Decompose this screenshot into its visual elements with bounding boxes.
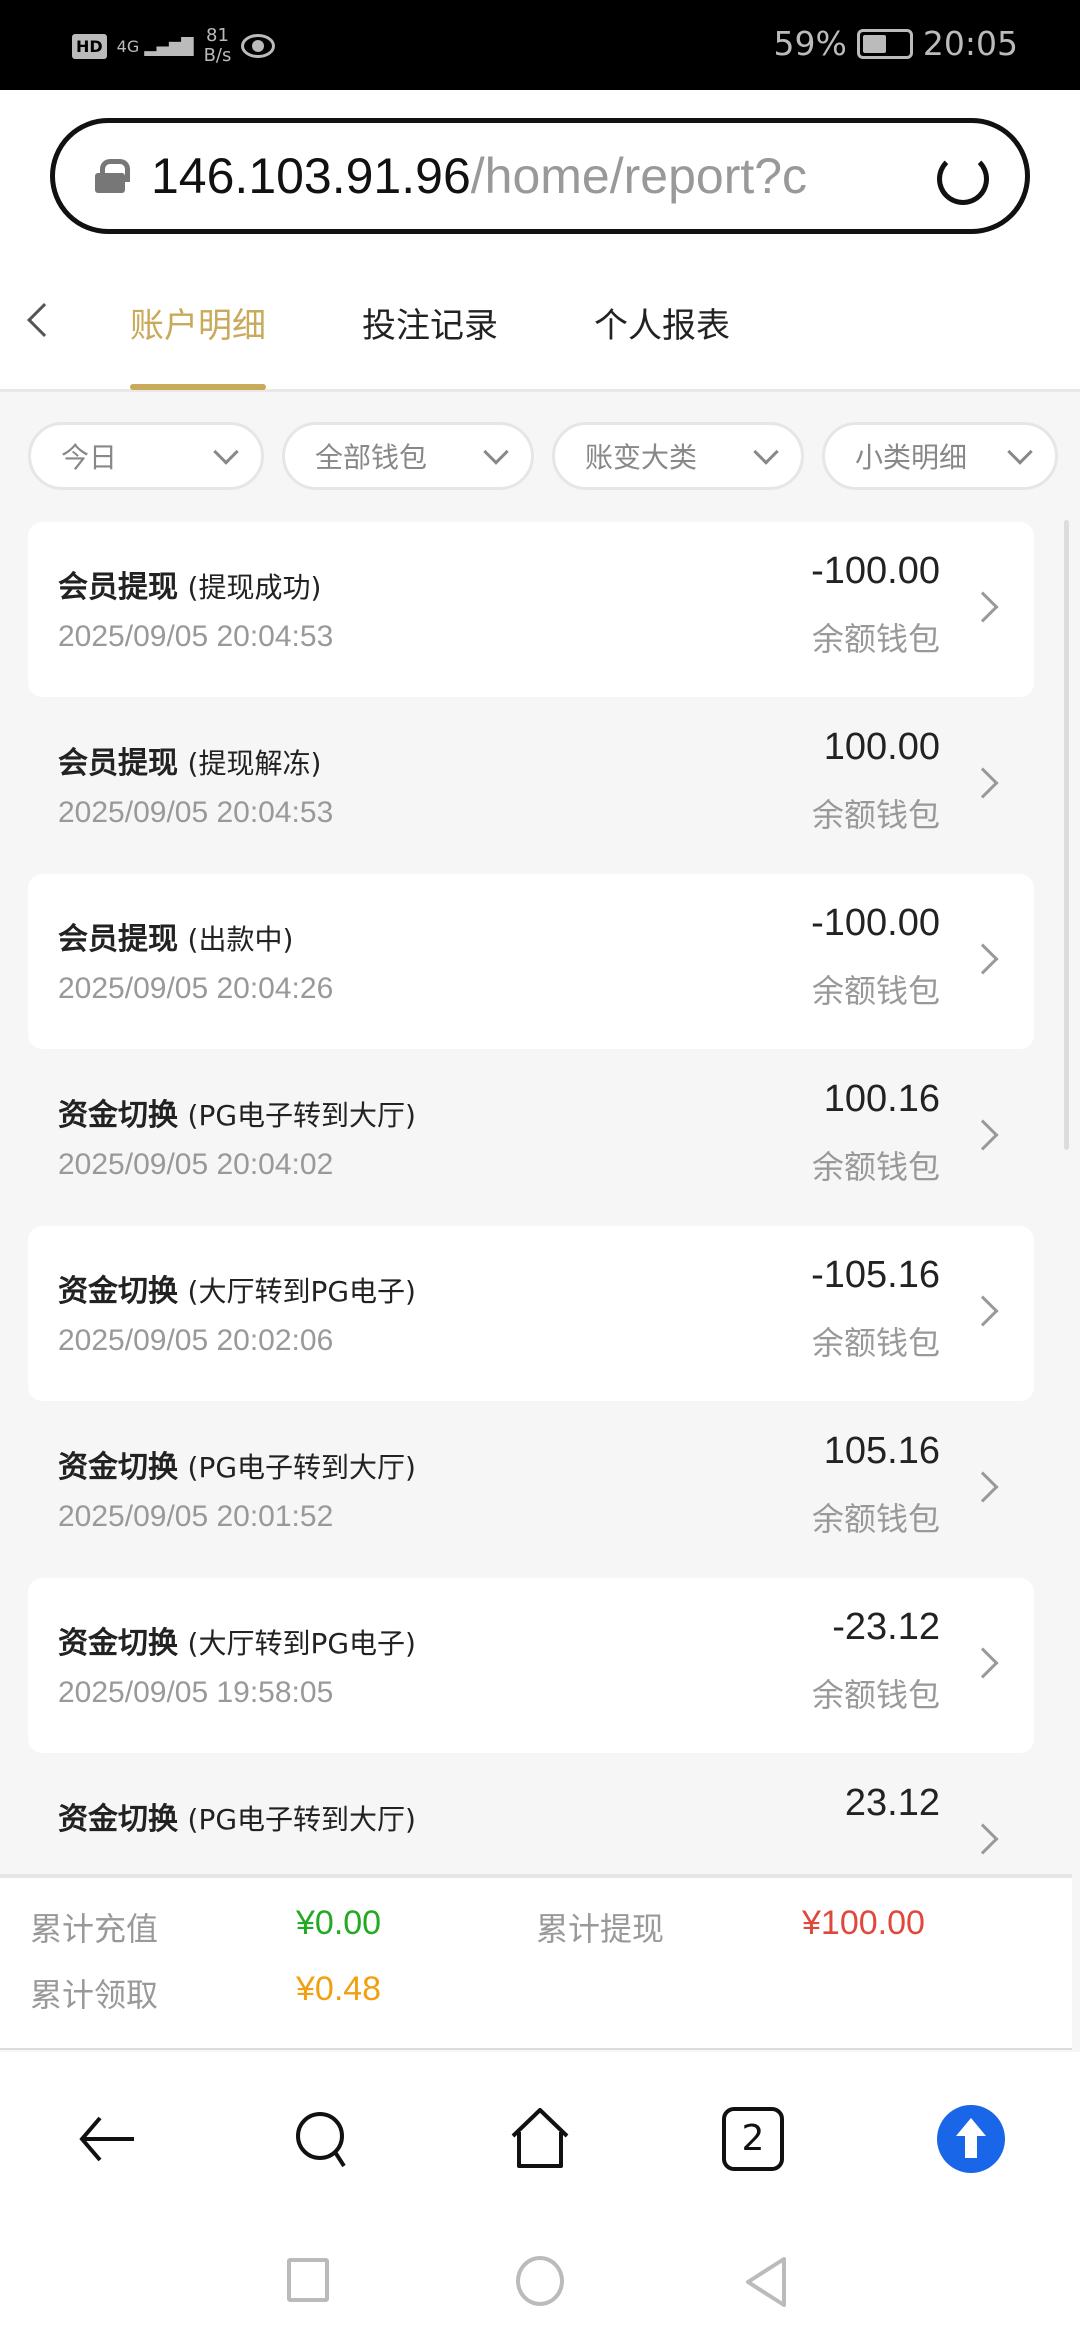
system-nav-bar xyxy=(0,2222,1080,2340)
system-back-icon[interactable] xyxy=(744,2256,788,2308)
record-list: 会员提现 (提现成功) 2025/09/05 20:04:53 -100.00 … xyxy=(28,522,1034,1874)
chevron-right-icon xyxy=(967,1119,999,1151)
record-title: 资金切换 (PG电子转到大厅) xyxy=(58,1098,416,1133)
network-speed: 81 B/s xyxy=(203,25,232,66)
tab-bar: 账户明细 投注记录 个人报表 xyxy=(0,270,1080,392)
record-card[interactable]: 资金切换 (PG电子转到大厅) 2025/09/05 20:04:02 100.… xyxy=(28,1050,1034,1225)
record-time: 2025/09/05 20:04:53 xyxy=(58,620,334,653)
address-bar[interactable]: 146.103.91.96 /home/report?c xyxy=(50,118,1030,234)
chevron-down-icon xyxy=(1007,439,1033,465)
clock: 20:05 xyxy=(922,24,1018,63)
claim-value: ¥0.48 xyxy=(296,1970,382,2008)
record-wallet: 余额钱包 xyxy=(811,620,940,658)
page-header: 146.103.91.96 /home/report?c 账户明细 投注记录 个… xyxy=(0,90,1080,392)
record-time: 2025/09/05 20:04:53 xyxy=(58,796,334,829)
lock-icon xyxy=(95,159,130,193)
filter-category[interactable]: 账变大类 xyxy=(552,422,804,490)
record-amount: -100.00 xyxy=(811,902,940,944)
chevron-down-icon xyxy=(483,439,509,465)
record-wallet: 余额钱包 xyxy=(811,972,940,1010)
record-title: 会员提现 (提现成功) xyxy=(58,570,322,605)
record-amount: -105.16 xyxy=(811,1254,940,1296)
url-host: 146.103.91.96 xyxy=(151,148,471,204)
record-time: 2025/09/05 19:58:05 xyxy=(58,1676,334,1709)
browser-toolbar: 2 xyxy=(0,2052,1080,2222)
record-amount: 23.12 xyxy=(844,1782,940,1824)
record-title: 会员提现 (提现解冻) xyxy=(58,746,322,781)
deposit-label: 累计充值 xyxy=(30,1910,159,1948)
filter-date[interactable]: 今日 xyxy=(28,422,264,490)
chevron-down-icon xyxy=(213,439,239,465)
record-amount: -23.12 xyxy=(832,1606,940,1648)
record-time: 2025/09/05 20:01:52 xyxy=(58,1500,334,1533)
record-amount: 100.16 xyxy=(823,1078,940,1120)
tab-bet-records[interactable]: 投注记录 xyxy=(362,306,498,346)
record-amount: 100.00 xyxy=(823,726,940,768)
withdraw-label: 累计提现 xyxy=(536,1910,665,1948)
deposit-value: ¥0.00 xyxy=(296,1904,382,1942)
recents-icon[interactable] xyxy=(287,2258,329,2302)
chevron-down-icon xyxy=(753,439,779,465)
scrollbar[interactable] xyxy=(1064,520,1069,1150)
withdraw-value: ¥100.00 xyxy=(802,1904,925,1942)
claim-label: 累计领取 xyxy=(30,1976,159,2014)
record-title: 资金切换 (大厅转到PG电子) xyxy=(58,1626,416,1661)
summary-panel: 累计充值 ¥0.00 累计提现 ¥100.00 累计领取 ¥0.48 xyxy=(0,1874,1072,2050)
record-time: 2025/09/05 20:02:06 xyxy=(58,1324,334,1357)
tab-account-details[interactable]: 账户明细 xyxy=(130,298,266,390)
record-wallet: 余额钱包 xyxy=(811,1148,940,1186)
chevron-right-icon xyxy=(967,591,999,623)
battery-percent: 59% xyxy=(773,24,847,63)
chevron-right-icon xyxy=(967,767,999,799)
record-card[interactable]: 会员提现 (提现成功) 2025/09/05 20:04:53 -100.00 … xyxy=(28,522,1034,697)
scroll-top-icon[interactable] xyxy=(936,2104,1006,2174)
record-amount: 105.16 xyxy=(823,1430,940,1472)
tab-personal-report[interactable]: 个人报表 xyxy=(594,306,730,346)
reload-icon[interactable] xyxy=(937,153,989,205)
record-time: 2025/09/05 20:04:02 xyxy=(58,1148,334,1181)
filter-bar: 今日 全部钱包 账变大类 小类明细 xyxy=(28,422,1058,490)
chevron-right-icon xyxy=(967,1295,999,1327)
back-arrow-icon[interactable] xyxy=(72,2104,142,2174)
search-icon[interactable] xyxy=(288,2104,358,2174)
url-path: /home/report?c xyxy=(470,148,808,204)
record-wallet: 余额钱包 xyxy=(811,1676,940,1714)
record-card[interactable]: 会员提现 (出款中) 2025/09/05 20:04:26 -100.00 余… xyxy=(28,874,1034,1049)
record-title: 资金切换 (PG电子转到大厅) xyxy=(58,1802,416,1837)
record-wallet: 余额钱包 xyxy=(811,1324,940,1362)
filter-wallet[interactable]: 全部钱包 xyxy=(282,422,534,490)
home-circle-icon[interactable] xyxy=(516,2256,564,2306)
record-card[interactable]: 资金切换 (PG电子转到大厅) 2025/09/05 20:01:52 105.… xyxy=(28,1402,1034,1577)
chevron-right-icon xyxy=(967,1823,999,1855)
eye-icon xyxy=(241,34,276,58)
tabs-count-button[interactable]: 2 xyxy=(722,2107,784,2171)
record-title: 会员提现 (出款中) xyxy=(58,922,294,957)
record-wallet: 余额钱包 xyxy=(811,796,940,834)
record-wallet: 余额钱包 xyxy=(811,1500,940,1538)
record-card[interactable]: 资金切换 (大厅转到PG电子) 2025/09/05 19:58:05 -23.… xyxy=(28,1578,1034,1753)
record-card[interactable]: 资金切换 (大厅转到PG电子) 2025/09/05 20:02:06 -105… xyxy=(28,1226,1034,1401)
record-title: 资金切换 (大厅转到PG电子) xyxy=(58,1274,416,1309)
status-bar: HD 4G ▂▄▆█ 81 B/s 59% 20:05 xyxy=(0,0,1080,90)
home-icon[interactable] xyxy=(505,2104,575,2174)
record-title: 资金切换 (PG电子转到大厅) xyxy=(58,1450,416,1485)
record-time: 2025/09/05 20:04:26 xyxy=(58,972,334,1005)
signal-icon: 4G ▂▄▆█ xyxy=(116,36,194,56)
hd-icon: HD xyxy=(72,33,107,59)
chevron-right-icon xyxy=(967,943,999,975)
battery-icon xyxy=(856,28,913,59)
record-card[interactable]: 资金切换 (PG电子转到大厅) 23.12 xyxy=(28,1754,1034,1874)
chevron-right-icon xyxy=(967,1471,999,1503)
filter-subcategory[interactable]: 小类明细 xyxy=(822,422,1058,490)
back-chevron-icon[interactable] xyxy=(27,303,61,337)
record-card[interactable]: 会员提现 (提现解冻) 2025/09/05 20:04:53 100.00 余… xyxy=(28,698,1034,873)
record-amount: -100.00 xyxy=(811,550,940,592)
chevron-right-icon xyxy=(967,1647,999,1679)
